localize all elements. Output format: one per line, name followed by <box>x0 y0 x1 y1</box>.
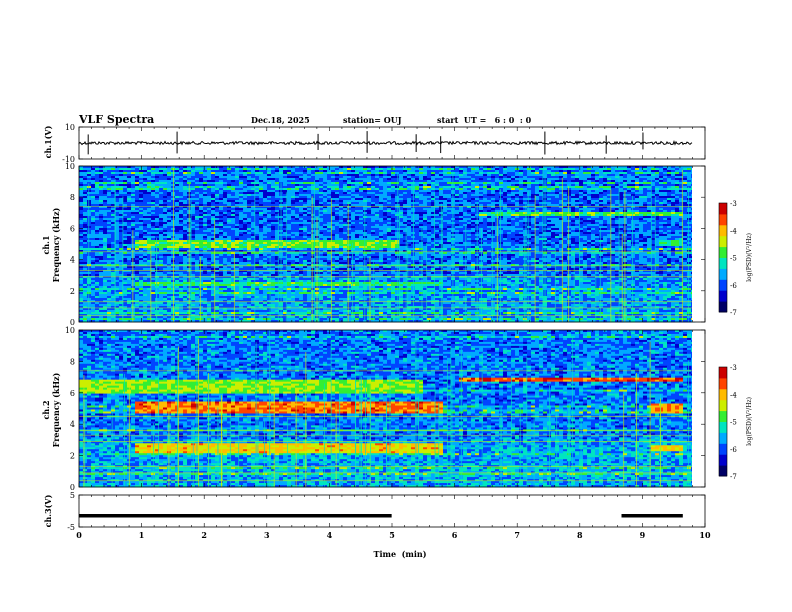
station-label: station= OUJ <box>343 115 402 125</box>
start-time-label: start UT = 6 : 0 : 0 <box>437 115 532 125</box>
vlf-figure: VLF Spectra Dec.18, 2025 station= OUJ st… <box>0 0 792 612</box>
date-label: Dec.18, 2025 <box>251 115 310 125</box>
ch1-waveform-ytick-label: 10 <box>65 123 75 132</box>
ch1-waveform-panel: 10-10 <box>62 123 705 164</box>
ch1-waveform-trace <box>79 142 692 145</box>
figure-title: VLF Spectra <box>78 113 154 126</box>
